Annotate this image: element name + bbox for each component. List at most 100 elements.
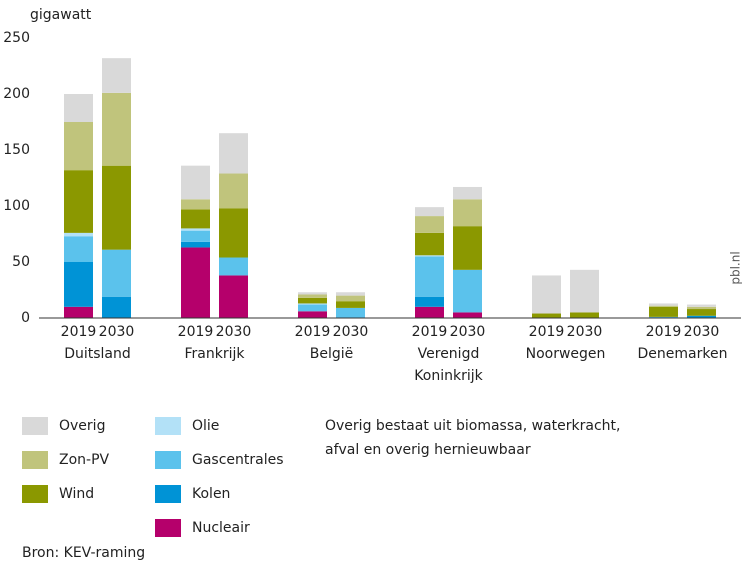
y-tick-label: 250	[3, 30, 30, 46]
bar-segment	[219, 208, 248, 258]
bar-segment	[453, 199, 482, 227]
bar-segment	[415, 255, 444, 257]
bar-segment	[298, 294, 327, 298]
bar-segment	[687, 304, 716, 307]
bar-segment	[453, 186, 482, 200]
bar-segment	[687, 306, 716, 310]
legend-swatch	[155, 451, 181, 469]
x-tick-label: 2019	[295, 324, 331, 340]
group-label: Koninkrijk	[414, 368, 483, 384]
x-tick-label: 2019	[646, 324, 682, 340]
bar-segment	[64, 94, 93, 122]
x-tick-label: 2019	[61, 324, 97, 340]
bar-segment	[219, 133, 248, 174]
legend-swatch	[155, 417, 181, 435]
x-tick-label: 2030	[216, 324, 252, 340]
bar-segment	[415, 207, 444, 217]
bar-segment	[181, 199, 210, 210]
legend-swatch	[22, 485, 48, 503]
y-tick-label: 100	[3, 198, 30, 214]
y-tick-label: 50	[12, 254, 30, 270]
bar-segment	[570, 269, 599, 313]
bar-segment	[64, 262, 93, 307]
legend-label: Olie	[192, 418, 219, 434]
legend-label: Overig	[59, 418, 105, 434]
note-line: Overig bestaat uit biomassa, waterkracht…	[325, 418, 620, 434]
bar-segment	[64, 122, 93, 171]
legend-label: Gascentrales	[192, 452, 284, 468]
bar-segment	[336, 292, 365, 296]
y-tick-label: 200	[3, 86, 30, 102]
y-tick-label: 0	[21, 310, 30, 326]
bar-segment	[415, 216, 444, 233]
bar-segment	[64, 232, 93, 237]
bar-segment	[102, 165, 131, 250]
x-tick-label: 2030	[99, 324, 135, 340]
bar-segment	[298, 304, 327, 312]
bar-segment	[298, 292, 327, 295]
bar-segment	[219, 173, 248, 209]
legend-swatch	[22, 417, 48, 435]
x-tick-label: 2030	[567, 324, 603, 340]
bar-segment	[298, 297, 327, 304]
bar-segment	[64, 306, 93, 318]
group-label: Frankrijk	[185, 346, 246, 362]
bar-segment	[687, 309, 716, 316]
bar-segment	[102, 296, 131, 318]
x-tick-label: 2019	[412, 324, 448, 340]
bar-segment	[453, 226, 482, 270]
x-tick-label: 2019	[178, 324, 214, 340]
bar-segment	[336, 301, 365, 308]
legend-swatch	[22, 451, 48, 469]
bar-segment	[298, 303, 327, 305]
bar-segment	[102, 58, 131, 93]
legend-label: Kolen	[192, 486, 230, 502]
bar-segment	[649, 316, 678, 318]
bar-segment	[649, 306, 678, 317]
bar-segment	[453, 312, 482, 318]
y-tick-label: 150	[3, 142, 30, 158]
bar-segment	[181, 241, 210, 248]
bar-segment	[181, 209, 210, 229]
bar-segment	[415, 296, 444, 307]
bar-segment	[64, 170, 93, 233]
bar-segment	[649, 303, 678, 306]
legend-swatch	[155, 485, 181, 503]
bar-segment	[298, 311, 327, 318]
bar-segment	[570, 312, 599, 318]
y-axis-label: gigawatt	[30, 7, 92, 23]
bar-segment	[181, 230, 210, 242]
bar-segment	[415, 306, 444, 318]
legend-label: Wind	[59, 486, 94, 502]
source: Bron: KEV-raming	[22, 545, 145, 561]
group-label: Duitsland	[64, 346, 131, 362]
x-tick-label: 2030	[684, 324, 720, 340]
bar-segment	[219, 275, 248, 318]
bar-segment	[219, 257, 248, 276]
legend-label: Zon-PV	[59, 452, 110, 468]
bar-segment	[336, 307, 365, 318]
legend-swatch	[155, 519, 181, 537]
bar-segment	[453, 269, 482, 313]
bar-segment	[336, 295, 365, 302]
x-tick-label: 2030	[450, 324, 486, 340]
note-line: afval en overig hernieuwbaar	[325, 442, 531, 458]
group-label: Denemarken	[638, 346, 728, 362]
x-tick-label: 2030	[333, 324, 369, 340]
group-label: Verenigd	[418, 346, 480, 362]
bar-segment	[687, 315, 716, 318]
group-label: Noorwegen	[526, 346, 606, 362]
x-tick-label: 2019	[529, 324, 565, 340]
bar-segment	[102, 92, 131, 166]
watermark: pbl.nl	[729, 251, 743, 284]
bar-segment	[181, 165, 210, 200]
bar-segment	[415, 232, 444, 256]
legend-label: Nucleair	[192, 520, 250, 536]
bar-segment	[64, 236, 93, 262]
bar-segment	[532, 275, 561, 314]
group-label: België	[310, 346, 354, 362]
bar-segment	[181, 228, 210, 231]
bar-segment	[415, 256, 444, 297]
bar-segment	[181, 247, 210, 318]
